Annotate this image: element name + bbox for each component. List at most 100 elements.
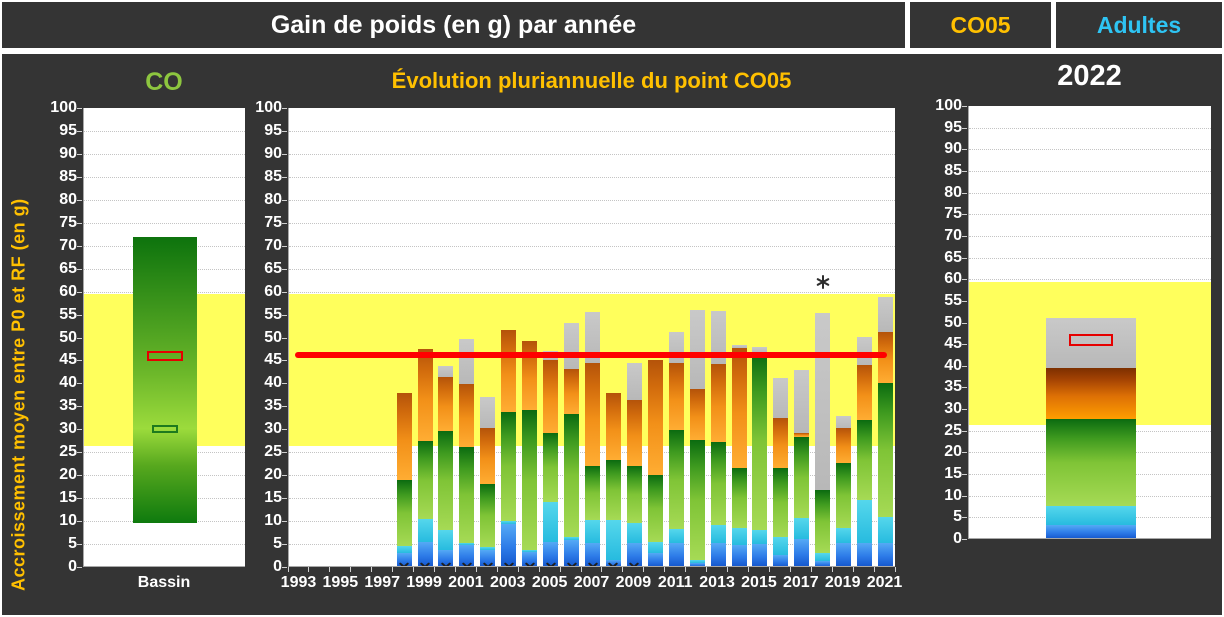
x-tick-label: 2019: [824, 574, 861, 591]
x-tick-label: 1995: [322, 574, 359, 591]
y-tick: [962, 300, 967, 302]
bar-segment-gray-2015: [752, 346, 768, 354]
population-label: Adultes: [1096, 11, 1182, 38]
y-tick: [962, 517, 967, 519]
y-tick: [962, 474, 967, 476]
left-panel-title: CO: [145, 68, 183, 96]
bar-segment-gray-2018: [815, 312, 831, 490]
zero-x-marker-1999: [419, 561, 431, 566]
y-tick: [77, 291, 82, 293]
x-tick: [350, 567, 352, 572]
plot-area: [83, 108, 245, 567]
gridline: [84, 176, 245, 178]
bar-segment-blue-2018: [815, 561, 831, 566]
bar-segment-orange-2004: [522, 341, 538, 411]
gridline: [289, 199, 895, 201]
y-tick-label: 65: [264, 259, 282, 277]
bar-segment-orange-2008: [605, 393, 621, 461]
y-tick-label: 75: [944, 205, 962, 223]
y-tick-label: 70: [59, 236, 77, 254]
zero-x-marker-2002: [482, 561, 494, 566]
bar-segment-gray-2007: [585, 312, 600, 363]
bar-segment-green-2021: [878, 383, 894, 518]
y-tick: [77, 153, 82, 155]
station-code: CO05: [950, 11, 1011, 38]
x-tick: [768, 567, 770, 572]
bar-segment-orange-2020: [857, 365, 873, 421]
x-tick: [852, 567, 854, 572]
y-tick: [77, 130, 82, 132]
y-tick-label: 45: [944, 335, 962, 353]
x-tick-label: 2017: [783, 574, 819, 591]
bar-segment-green-2020: [857, 420, 873, 500]
bar-segment-orange-2006: [564, 369, 580, 415]
bar-segment-blue-2003: [501, 524, 517, 566]
gridline: [84, 544, 245, 546]
x-tick: [559, 567, 561, 572]
y-tick-label: 60: [944, 270, 962, 288]
y-tick-label: 80: [59, 190, 77, 208]
zero-x-marker-2006: [566, 561, 578, 566]
bar-segment-gray-2016: [773, 378, 789, 419]
bar-segment-green-2010: [647, 475, 663, 542]
zero-x-marker-2007: [587, 561, 599, 566]
y-tick-label: 30: [264, 420, 282, 438]
bar-2022-segment-green: [1045, 419, 1136, 506]
bar-segment-orange-2010: [647, 359, 663, 476]
x-tick: [601, 567, 603, 572]
y-tick: [962, 344, 967, 346]
bar-segment-blue-2011: [668, 543, 684, 566]
bar-segment-cyan-2003: [501, 521, 517, 525]
y-tick-label: 35: [944, 378, 962, 396]
y-tick-label: 45: [59, 351, 77, 369]
bar-segment-blue-1999: [417, 541, 433, 566]
y-tick: [282, 337, 287, 339]
bar-segment-green-2012: [689, 439, 705, 561]
y-tick-label: 5: [953, 508, 962, 526]
y-tick-label: 70: [264, 236, 282, 254]
bar-segment-orange-2005: [543, 360, 559, 433]
x-tick: [789, 567, 791, 572]
gridline: [969, 235, 1211, 237]
y-tick-label: 20: [59, 466, 77, 484]
bar-segment-orange-2002: [480, 427, 496, 484]
y-tick: [77, 498, 82, 500]
bar-segment-green-1998: [396, 479, 412, 546]
y-tick-label: 15: [264, 489, 282, 507]
y-tick: [282, 360, 287, 362]
y-tick: [77, 337, 82, 339]
x-tick: [538, 567, 540, 572]
y-tick: [77, 360, 82, 362]
bar-segment-orange-2017: [794, 432, 810, 437]
y-tick: [77, 452, 82, 454]
y-tick: [77, 314, 82, 316]
bar-segment-cyan-2014: [731, 527, 747, 545]
header-title-cell: Gain de poids (en g) par année: [2, 2, 905, 48]
bar-segment-green-1999: [417, 440, 433, 519]
bar-segment-green-2011: [668, 430, 684, 530]
y-tick-label: 0: [273, 558, 282, 575]
y-tick: [282, 199, 287, 201]
y-tick: [77, 429, 82, 431]
y-tick: [962, 149, 967, 151]
x-tick-label: 2005: [531, 574, 568, 591]
y-tick-label: 100: [935, 97, 962, 114]
bar-segment-green-2001: [459, 447, 475, 543]
bar-segment-cyan-1998: [396, 545, 412, 554]
left-plot: 0 5 10 15 20 25 30 35 40 45 50 55 60 65 70 75 80 85 90 95 10…: [50, 99, 245, 591]
middle-panel-title: Évolution pluriannuelle du point CO05: [391, 68, 792, 93]
bar-segment-green-2013: [710, 441, 726, 526]
y-tick-label: 55: [59, 305, 77, 323]
y-tick-label: 50: [59, 328, 77, 346]
y-tick-label: 50: [944, 313, 962, 331]
bar-segment-cyan-2017: [794, 518, 810, 539]
bar-segment-gray-2021: [878, 296, 894, 332]
y-tick-label: 25: [264, 443, 282, 461]
x-tick: [329, 567, 331, 572]
bar-2022-segment-gray: [1045, 318, 1136, 368]
right-plot: 0 5 10 15 20 25 30 35 40 45 50 55 60 65 70 75 80 85 90 95 10…: [935, 97, 1211, 547]
y-tick: [962, 257, 967, 259]
x-tick: [873, 567, 875, 572]
x-tick: [371, 567, 373, 572]
